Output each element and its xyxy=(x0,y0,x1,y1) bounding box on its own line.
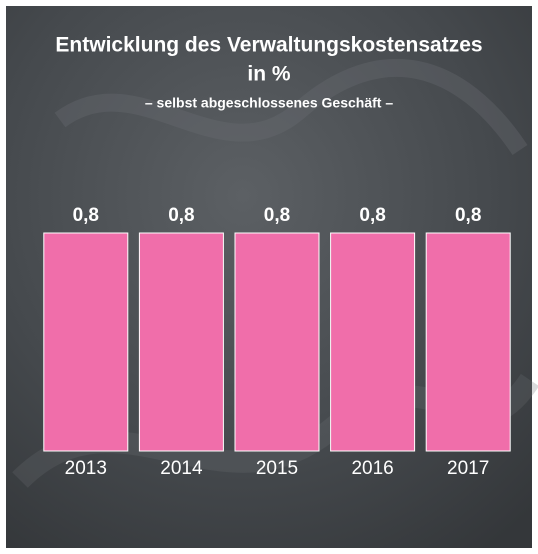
bar xyxy=(330,232,416,452)
texture xyxy=(54,58,528,155)
bar xyxy=(425,232,511,452)
bar xyxy=(138,232,224,452)
bar xyxy=(234,232,320,452)
value-label: 0,8 xyxy=(168,205,194,226)
bar xyxy=(43,232,129,452)
x-tick-label: 2015 xyxy=(256,458,298,479)
value-label: 0,8 xyxy=(264,205,290,226)
value-label: 0,8 xyxy=(455,205,481,226)
chart-subtitle: – selbst abgeschlossenes Geschäft – xyxy=(145,95,393,111)
value-label: 0,8 xyxy=(73,205,99,226)
x-tick-label: 2017 xyxy=(447,458,489,479)
x-tick-label: 2013 xyxy=(65,458,107,479)
chart-title: in % xyxy=(247,63,290,86)
value-label: 0,8 xyxy=(359,205,385,226)
x-tick-label: 2014 xyxy=(160,458,203,479)
chart-title: Entwicklung des Verwaltungskostensatzes xyxy=(55,34,482,57)
x-tick-label: 2016 xyxy=(351,458,393,479)
